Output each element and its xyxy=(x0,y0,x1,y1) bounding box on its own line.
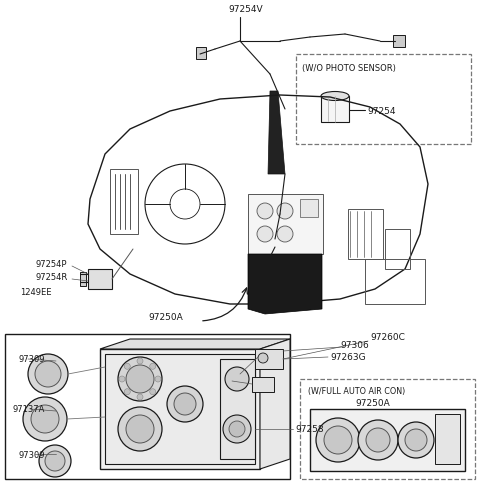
Circle shape xyxy=(126,365,154,393)
Bar xyxy=(5,334,290,479)
Circle shape xyxy=(118,357,162,401)
Circle shape xyxy=(324,426,352,454)
Bar xyxy=(258,259,274,272)
Circle shape xyxy=(126,415,154,443)
Circle shape xyxy=(35,361,61,387)
Text: (W/O PHOTO SENSOR): (W/O PHOTO SENSOR) xyxy=(302,63,396,72)
Bar xyxy=(268,238,282,247)
Circle shape xyxy=(150,389,156,395)
Bar xyxy=(196,48,206,60)
Circle shape xyxy=(366,428,390,452)
Bar xyxy=(88,270,112,289)
Circle shape xyxy=(31,405,59,433)
Bar xyxy=(80,272,86,287)
Text: 97137A: 97137A xyxy=(12,405,44,414)
Bar xyxy=(300,379,475,479)
Circle shape xyxy=(124,363,130,369)
Circle shape xyxy=(229,421,245,437)
Bar xyxy=(110,170,138,235)
Text: 97306: 97306 xyxy=(340,341,369,350)
Circle shape xyxy=(405,429,427,451)
Text: 97309: 97309 xyxy=(18,451,45,459)
Circle shape xyxy=(150,363,156,369)
Bar xyxy=(248,195,323,255)
Bar xyxy=(435,414,460,464)
Circle shape xyxy=(223,415,251,443)
Circle shape xyxy=(398,422,434,458)
Bar xyxy=(310,409,465,471)
Circle shape xyxy=(155,376,161,382)
Text: 1249EE: 1249EE xyxy=(20,288,51,297)
Bar xyxy=(348,210,383,259)
Text: 97260C: 97260C xyxy=(370,333,405,342)
Bar xyxy=(321,97,349,123)
Circle shape xyxy=(277,204,293,220)
Text: 97309: 97309 xyxy=(18,355,45,364)
Circle shape xyxy=(39,445,71,477)
Text: 97258: 97258 xyxy=(295,424,324,434)
Bar xyxy=(100,349,260,469)
Bar xyxy=(385,229,410,270)
Circle shape xyxy=(118,407,162,451)
Text: 97254: 97254 xyxy=(367,106,396,115)
Circle shape xyxy=(45,451,65,471)
Bar xyxy=(220,359,255,459)
Circle shape xyxy=(174,393,196,415)
Circle shape xyxy=(257,204,273,220)
Circle shape xyxy=(225,367,249,391)
Circle shape xyxy=(124,389,130,395)
Circle shape xyxy=(316,418,360,462)
Circle shape xyxy=(258,353,268,363)
Bar xyxy=(300,199,318,217)
Bar xyxy=(252,377,274,392)
Text: 97250A: 97250A xyxy=(148,313,183,322)
Circle shape xyxy=(137,394,143,400)
Text: 97263G: 97263G xyxy=(330,353,366,362)
Bar xyxy=(255,349,283,369)
Text: 97254R: 97254R xyxy=(35,273,67,282)
Bar xyxy=(365,259,425,304)
Circle shape xyxy=(277,227,293,242)
Circle shape xyxy=(257,227,273,242)
Polygon shape xyxy=(248,255,322,314)
Ellipse shape xyxy=(321,92,349,101)
Bar xyxy=(296,55,471,145)
Text: 97254P: 97254P xyxy=(35,260,67,269)
Polygon shape xyxy=(100,339,290,349)
Circle shape xyxy=(119,376,125,382)
Circle shape xyxy=(137,358,143,364)
Bar xyxy=(105,354,255,464)
Bar xyxy=(393,36,405,48)
Text: 97250A: 97250A xyxy=(355,399,390,408)
Circle shape xyxy=(167,386,203,422)
Polygon shape xyxy=(260,339,290,469)
Circle shape xyxy=(358,420,398,460)
Circle shape xyxy=(23,397,67,441)
Text: (W/FULL AUTO AIR CON): (W/FULL AUTO AIR CON) xyxy=(308,387,405,396)
Circle shape xyxy=(28,354,68,394)
Polygon shape xyxy=(268,92,285,175)
Text: 97254V: 97254V xyxy=(228,5,263,15)
